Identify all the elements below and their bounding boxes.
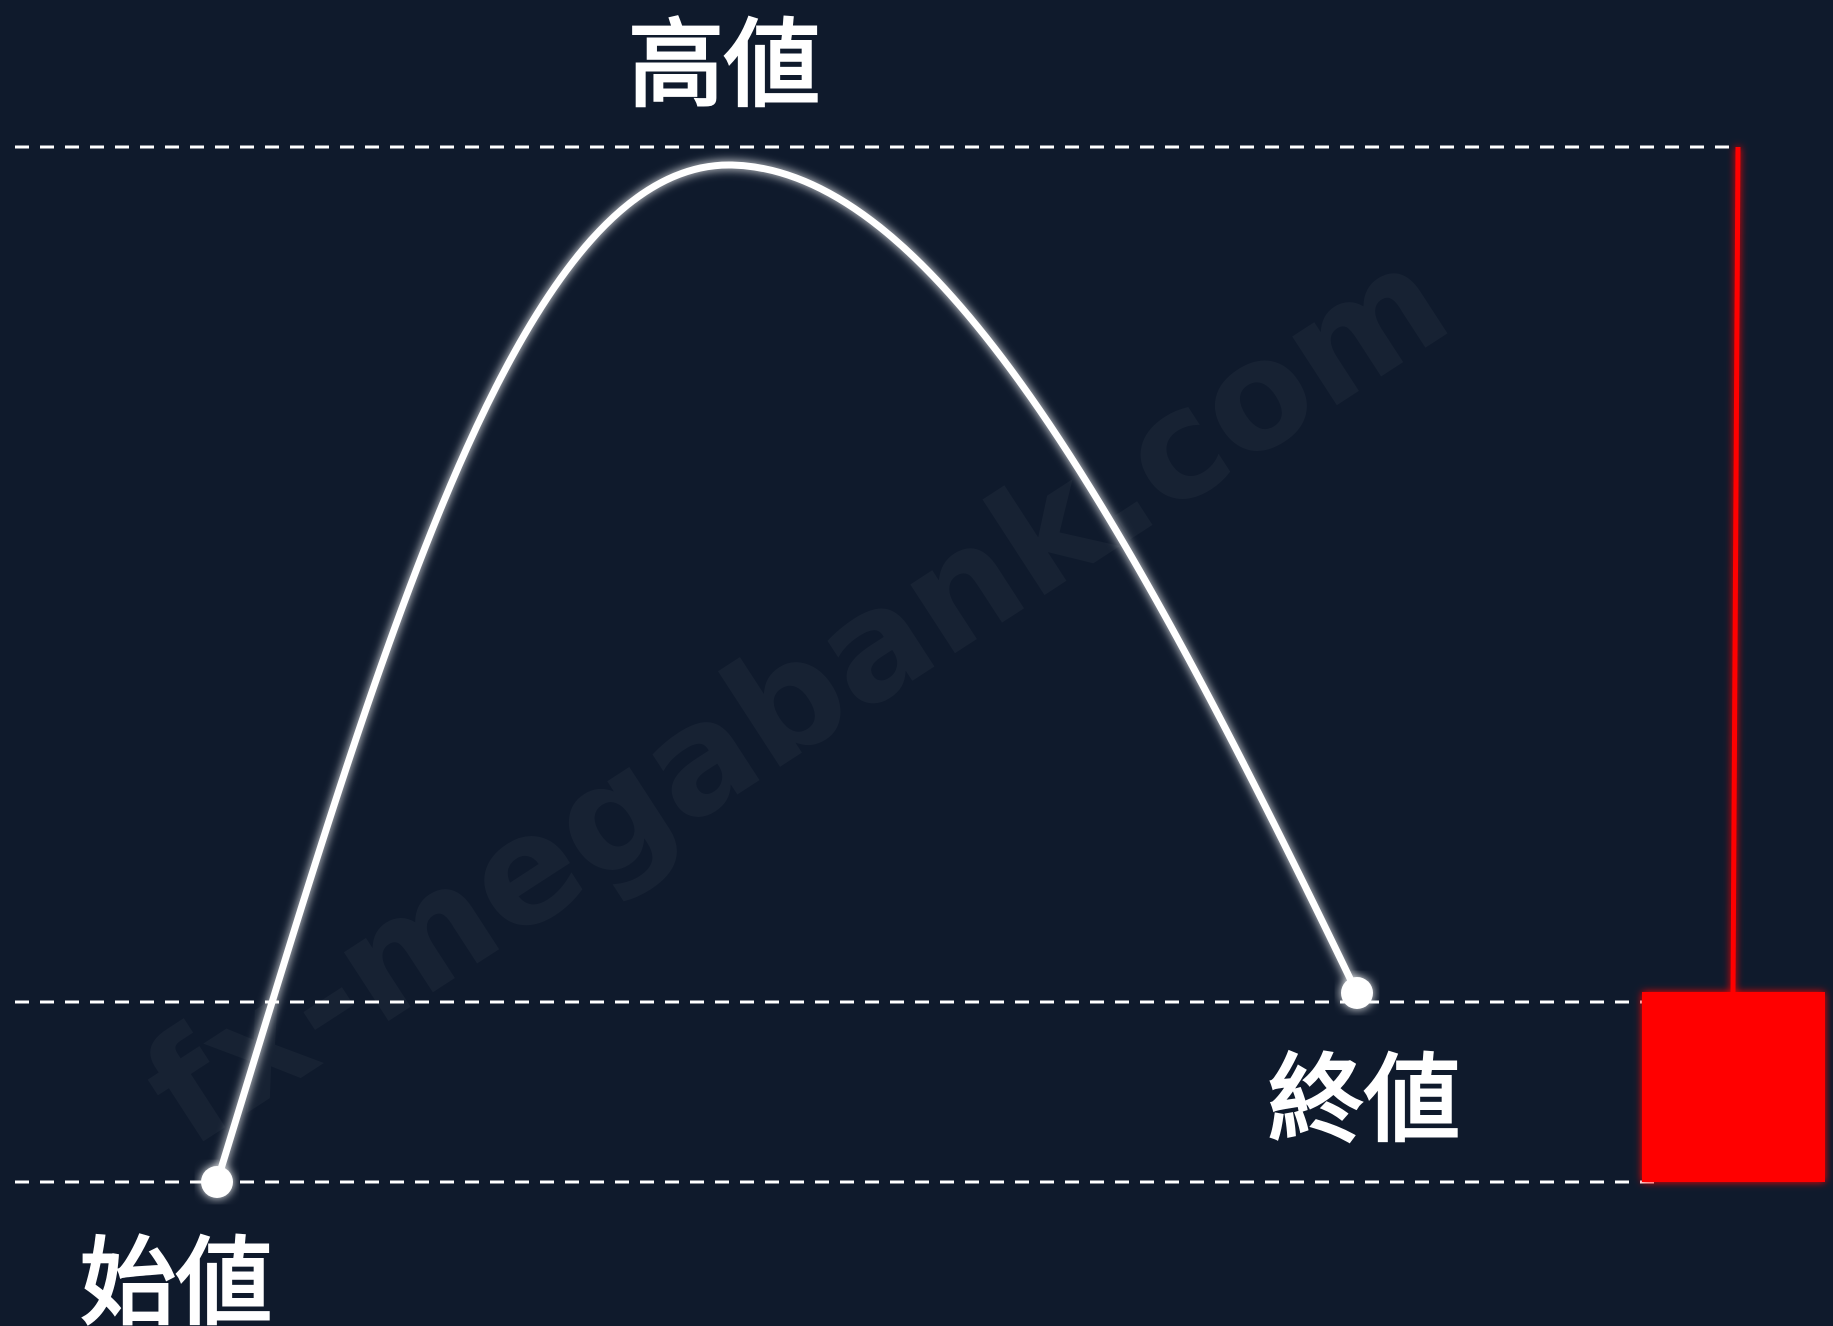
candle-body [1642, 992, 1825, 1182]
open-point [201, 1166, 233, 1198]
price-path [213, 161, 1361, 1186]
candle-upper-wick [1730, 146, 1741, 993]
open-label: 始値 [80, 1227, 272, 1326]
close-point [1341, 977, 1373, 1009]
bullish-candlestick [1642, 146, 1825, 1182]
close-label: 終値 [1268, 1044, 1460, 1156]
high-label: 高値 [628, 9, 820, 121]
